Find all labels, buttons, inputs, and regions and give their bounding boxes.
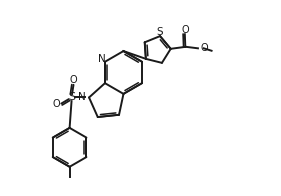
Text: S: S xyxy=(68,93,75,103)
Text: S: S xyxy=(157,27,163,37)
Text: O: O xyxy=(70,75,77,85)
Text: N: N xyxy=(78,93,85,103)
Text: O: O xyxy=(181,25,189,35)
Text: O: O xyxy=(200,43,208,53)
Text: N: N xyxy=(98,54,106,64)
Text: O: O xyxy=(52,99,60,109)
